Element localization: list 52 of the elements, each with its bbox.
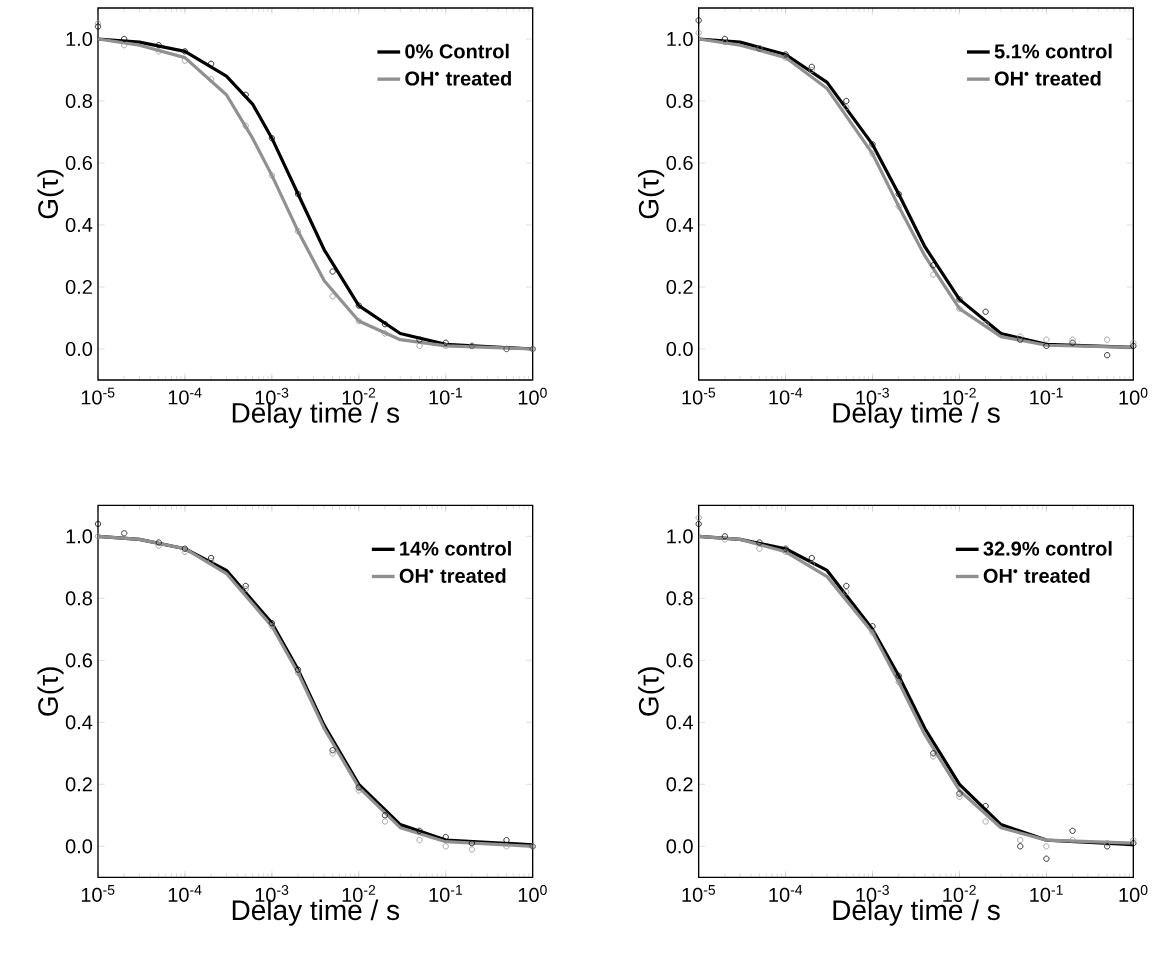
x-tick-label: 10$^{-1}$ (429, 885, 463, 902)
legend-label: 32.9% control (983, 541, 1112, 556)
y-tick-label: 0.0 (666, 839, 693, 854)
x-tick-label: 10$^{0}$ (1119, 885, 1148, 903)
y-tick-label: 1.0 (667, 529, 693, 544)
x-tick-label: 10$^{-5}$ (682, 885, 716, 902)
legend-label: OH$^{•}$ treated (994, 70, 1101, 86)
x-tick-label: 10$^{-1}$ (1030, 885, 1063, 902)
y-tick-label: 0.2 (65, 279, 92, 295)
legend-label: OH$^{•}$ treated (405, 70, 511, 86)
y-tick-label: 0.6 (65, 653, 93, 668)
legend-label: OH$^{•}$ treated (983, 568, 1090, 583)
x-tick-label: 10$^{-5}$ (682, 387, 716, 405)
y-tick-label: 0.4 (65, 715, 93, 730)
x-tick-label: 10$^{-1}$ (429, 387, 463, 405)
y-tick-label: 0.4 (666, 715, 693, 730)
y-axis-title: G(τ) (37, 667, 64, 716)
y-tick-label: 0.2 (666, 777, 693, 792)
x-tick-label: 10$^{-4}$ (168, 885, 202, 902)
y-tick-label: 1.0 (667, 31, 693, 47)
y-axis-title: G(τ) (638, 169, 665, 219)
y-tick-label: 0.8 (666, 591, 693, 606)
x-tick-label: 10$^{-5}$ (81, 387, 115, 405)
x-tick-label: 10$^{-4}$ (168, 387, 202, 405)
y-tick-label: 0.8 (65, 93, 93, 109)
y-tick-label: 0.6 (65, 155, 93, 171)
legend-label: 14% control (400, 541, 511, 556)
y-axis-title: G(τ) (638, 667, 665, 716)
x-tick-label: 10$^{0}$ (518, 885, 547, 903)
y-tick-label: 0.6 (666, 653, 693, 668)
legend-label: 5.1% control (994, 43, 1112, 59)
x-tick-label: 10$^{-5}$ (81, 885, 115, 902)
y-axis-title: G(τ) (37, 169, 64, 219)
y-tick-label: 0.4 (666, 217, 693, 233)
y-tick-label: 0.8 (65, 591, 93, 606)
x-tick-label: 10$^{-1}$ (1030, 387, 1063, 405)
x-tick-label: 10$^{0}$ (1119, 387, 1148, 405)
y-tick-label: 0.4 (65, 217, 93, 233)
x-tick-label: 10$^{-4}$ (769, 387, 803, 405)
x-tick-label: 10$^{0}$ (518, 387, 547, 405)
y-tick-label: 0.0 (65, 341, 93, 357)
y-tick-label: 0.8 (666, 93, 693, 109)
x-tick-label: 10$^{-4}$ (769, 885, 803, 902)
y-tick-label: 0.0 (65, 839, 93, 854)
y-tick-label: 0.2 (65, 777, 92, 792)
y-tick-label: 0.0 (666, 341, 693, 357)
legend-label: 0% Control (405, 43, 509, 59)
y-tick-label: 0.6 (666, 155, 693, 171)
y-tick-label: 1.0 (66, 31, 93, 47)
legend-label: OH$^{•}$ treated (399, 568, 506, 583)
y-tick-label: 0.2 (666, 279, 693, 295)
y-tick-label: 1.0 (66, 529, 93, 544)
